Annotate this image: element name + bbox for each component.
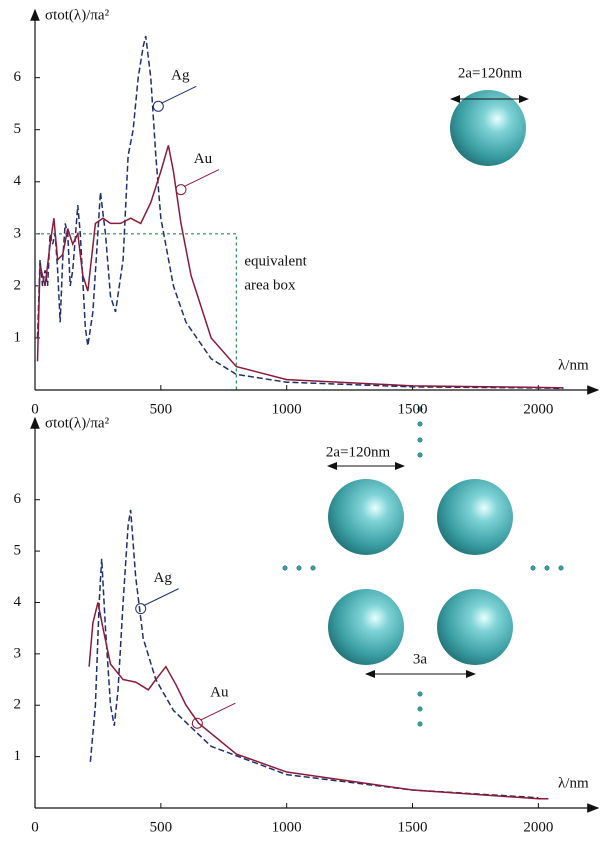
- series-line: [36, 145, 564, 389]
- y-axis-label: σtot(λ)/πa²: [45, 415, 110, 431]
- annotation-label: Ag: [171, 68, 190, 84]
- x-tick-label: 1000: [272, 401, 302, 417]
- x-axis-label: λ/nm: [558, 775, 589, 791]
- box-label: area box: [244, 277, 296, 293]
- y-tick-label: 3: [14, 645, 22, 661]
- diameter-label: 2a=120nm: [326, 444, 391, 460]
- y-tick-label: 6: [14, 69, 22, 85]
- x-tick-label: 0: [31, 401, 39, 417]
- sphere: [450, 90, 526, 166]
- y-tick-label: 2: [14, 697, 22, 713]
- annotation-marker: [152, 100, 164, 112]
- annotation-marker: [135, 603, 147, 615]
- annotation-label: Au: [194, 151, 213, 167]
- ellipsis-dots: [282, 406, 564, 727]
- y-tick-label: 1: [14, 748, 22, 764]
- sphere: [437, 589, 513, 665]
- y-tick-label: 2: [14, 277, 22, 293]
- x-tick-label: 2000: [523, 401, 553, 417]
- annotation-marker: [175, 184, 187, 196]
- annotation-leader: [183, 169, 220, 188]
- diagram-top: 2a=120nm: [450, 65, 529, 166]
- annotation-leader: [161, 85, 197, 104]
- y-tick-label: 4: [14, 594, 22, 610]
- diagram-bottom: 2a=120nm 3a: [282, 406, 564, 727]
- y-tick-label: 5: [14, 543, 22, 559]
- x-tick-label: 2000: [523, 819, 553, 835]
- equivalent-area-box: [35, 233, 237, 390]
- sphere: [437, 479, 513, 555]
- diameter-label: 2a=120nm: [458, 65, 523, 81]
- x-tick-label: 500: [150, 401, 173, 417]
- series-line: [36, 35, 564, 390]
- y-tick-label: 5: [14, 121, 22, 137]
- spacing-label: 3a: [413, 651, 428, 667]
- x-tick-label: 1500: [398, 819, 428, 835]
- x-axis-label: λ/nm: [558, 357, 589, 373]
- x-tick-label: 0: [31, 819, 39, 835]
- sphere: [328, 479, 404, 555]
- series-line: [88, 602, 549, 800]
- annotation-marker: [191, 717, 203, 729]
- annotation-leader: [200, 702, 236, 721]
- y-tick-label: 3: [14, 225, 22, 241]
- sphere: [328, 589, 404, 665]
- y-tick-label: 6: [14, 491, 22, 507]
- y-tick-label: 1: [14, 329, 22, 345]
- y-axis-label: σtot(λ)/πa²: [45, 7, 110, 23]
- x-tick-label: 500: [150, 819, 173, 835]
- y-tick-label: 4: [14, 173, 22, 189]
- box-label: equivalent: [244, 253, 307, 269]
- series-line: [89, 509, 539, 799]
- annotation-label: Ag: [154, 570, 173, 586]
- annotation-label: Au: [210, 685, 229, 701]
- annotation-leader: [143, 588, 179, 607]
- x-tick-label: 1000: [272, 819, 302, 835]
- x-tick-label: 1500: [398, 401, 428, 417]
